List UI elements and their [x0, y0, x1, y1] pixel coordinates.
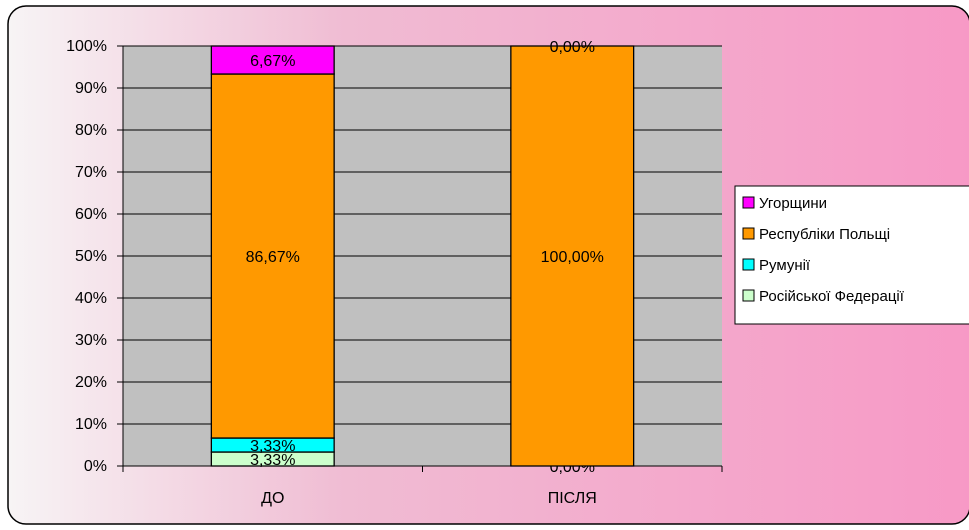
legend-swatch	[742, 289, 755, 302]
legend-swatch	[742, 227, 755, 240]
data-label: 3,33%	[250, 438, 295, 455]
legend-box	[734, 185, 969, 325]
y-tick-label: 80%	[75, 122, 107, 139]
y-tick-label: 70%	[75, 164, 107, 181]
x-tick-label: ДО	[261, 490, 284, 507]
y-tick-label: 60%	[75, 206, 107, 223]
bar-segment	[510, 45, 635, 467]
y-tick-label: 20%	[75, 374, 107, 391]
bar-segment	[210, 73, 335, 439]
bar-segment	[210, 45, 335, 75]
y-tick-label: 50%	[75, 248, 107, 265]
data-label: 3,33%	[250, 452, 295, 469]
data-label: 100,00%	[541, 249, 604, 266]
y-tick-label: 0%	[84, 458, 107, 475]
legend-swatch	[742, 258, 755, 271]
y-tick-label: 40%	[75, 290, 107, 307]
y-tick-label: 10%	[75, 416, 107, 433]
legend-swatch	[742, 196, 755, 209]
legend-label: Російської Федерації	[759, 288, 905, 305]
legend: Угорщини Республіки Польщі Румунії Російськ…	[734, 185, 969, 325]
data-label: 0,00%	[550, 39, 595, 56]
data-label: 86,67%	[246, 249, 300, 266]
y-tick-label: 100%	[66, 38, 107, 55]
legend-label: Румунії	[759, 257, 811, 274]
legend-label: Республіки Польщі	[759, 226, 890, 243]
y-tick-label: 90%	[75, 80, 107, 97]
x-tick-label: ПІСЛЯ	[548, 490, 597, 507]
legend-label: Угорщини	[759, 195, 827, 212]
data-label: 6,67%	[250, 53, 295, 70]
y-tick-label: 30%	[75, 332, 107, 349]
